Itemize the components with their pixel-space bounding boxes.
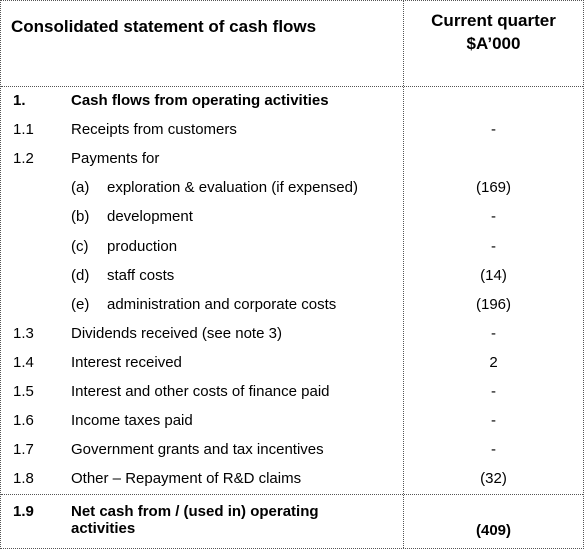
table-row: (a) exploration & evaluation (if expensed… bbox=[1, 179, 583, 207]
row-label: Receipts from customers bbox=[71, 121, 237, 139]
row-value: - bbox=[491, 441, 496, 459]
row-value: (196) bbox=[475, 295, 512, 313]
row-value: (409) bbox=[475, 522, 512, 539]
table-row: 1.1 Receipts from customers - bbox=[1, 121, 583, 149]
row-value: - bbox=[491, 324, 496, 342]
table-row: 1.4 Interest received 2 bbox=[1, 354, 583, 382]
row-item: (b) bbox=[71, 208, 90, 226]
row-number: 1.3 bbox=[13, 324, 34, 342]
table-row: (c) production - bbox=[1, 238, 583, 266]
row-value: - bbox=[491, 237, 496, 255]
row-label: exploration & evaluation (if expensed) bbox=[107, 179, 358, 197]
row-label: production bbox=[107, 237, 178, 255]
row-label: Other – Repayment of R&D claims bbox=[71, 470, 302, 488]
row-value: 2 bbox=[489, 353, 498, 371]
table-row: 1.3 Dividends received (see note 3) - bbox=[1, 325, 583, 353]
row-item: (c) bbox=[71, 237, 89, 255]
table-row: 1.6 Income taxes paid - bbox=[1, 412, 583, 440]
row-label: Cash flows from operating activities bbox=[71, 92, 329, 109]
table-row: (e) administration and corporate costs (19… bbox=[1, 296, 583, 324]
row-number: 1.5 bbox=[13, 383, 34, 400]
table-row: 1. Cash flows from operating activities bbox=[1, 92, 583, 120]
row-number: 1.4 bbox=[13, 353, 34, 371]
table-row: 1.5 Interest and other costs of finance p… bbox=[1, 383, 583, 411]
row-item: (e) bbox=[71, 295, 90, 313]
row-value: (169) bbox=[475, 179, 512, 197]
row-value: - bbox=[491, 121, 496, 139]
row-item: (d) bbox=[71, 266, 90, 284]
column-heading: $A’000 bbox=[466, 34, 521, 53]
row-value: - bbox=[491, 383, 496, 400]
row-label: administration and corporate costs bbox=[107, 295, 337, 313]
row-number: 1. bbox=[13, 92, 26, 109]
row-label: development bbox=[107, 208, 193, 226]
row-label: Payments for bbox=[71, 150, 160, 168]
table-title: Consolidated statement of cash flows bbox=[11, 17, 317, 36]
row-number: 1.2 bbox=[13, 150, 34, 168]
row-value: - bbox=[491, 412, 496, 430]
row-number: 1.9 bbox=[13, 503, 34, 520]
table-row: 1.7 Government grants and tax incentives - bbox=[1, 441, 583, 469]
column-heading: Current quarter bbox=[431, 11, 556, 30]
table-row: 1.8 Other – Repayment of R&D claims (32) bbox=[1, 470, 583, 498]
row-number: 1.6 bbox=[13, 412, 34, 430]
row-label: Dividends received (see note 3) bbox=[71, 324, 282, 342]
table-row: 1.2 Payments for bbox=[1, 150, 583, 178]
row-label: Income taxes paid bbox=[71, 412, 193, 430]
row-value: (14) bbox=[480, 266, 507, 284]
row-label: Government grants and tax incentives bbox=[71, 441, 324, 459]
row-item: (a) bbox=[71, 179, 90, 197]
row-label: Interest and other costs of finance paid bbox=[71, 383, 330, 400]
table-row: 1.9 Net cash from / (used in) operating a… bbox=[1, 503, 583, 547]
table-row: (b) development - bbox=[1, 208, 583, 236]
row-value: - bbox=[491, 208, 496, 226]
header-rule bbox=[1, 86, 583, 87]
row-label: staff costs bbox=[107, 266, 175, 284]
table-row: (d) staff costs (14) bbox=[1, 267, 583, 295]
row-label: Net cash from / (used in) operating acti… bbox=[71, 503, 319, 537]
row-number: 1.7 bbox=[13, 441, 34, 459]
row-number: 1.1 bbox=[13, 121, 34, 139]
row-label: Interest received bbox=[71, 353, 182, 371]
total-rule bbox=[1, 494, 583, 495]
row-value: (32) bbox=[480, 470, 507, 488]
row-number: 1.8 bbox=[13, 470, 34, 488]
column-divider bbox=[403, 1, 404, 548]
